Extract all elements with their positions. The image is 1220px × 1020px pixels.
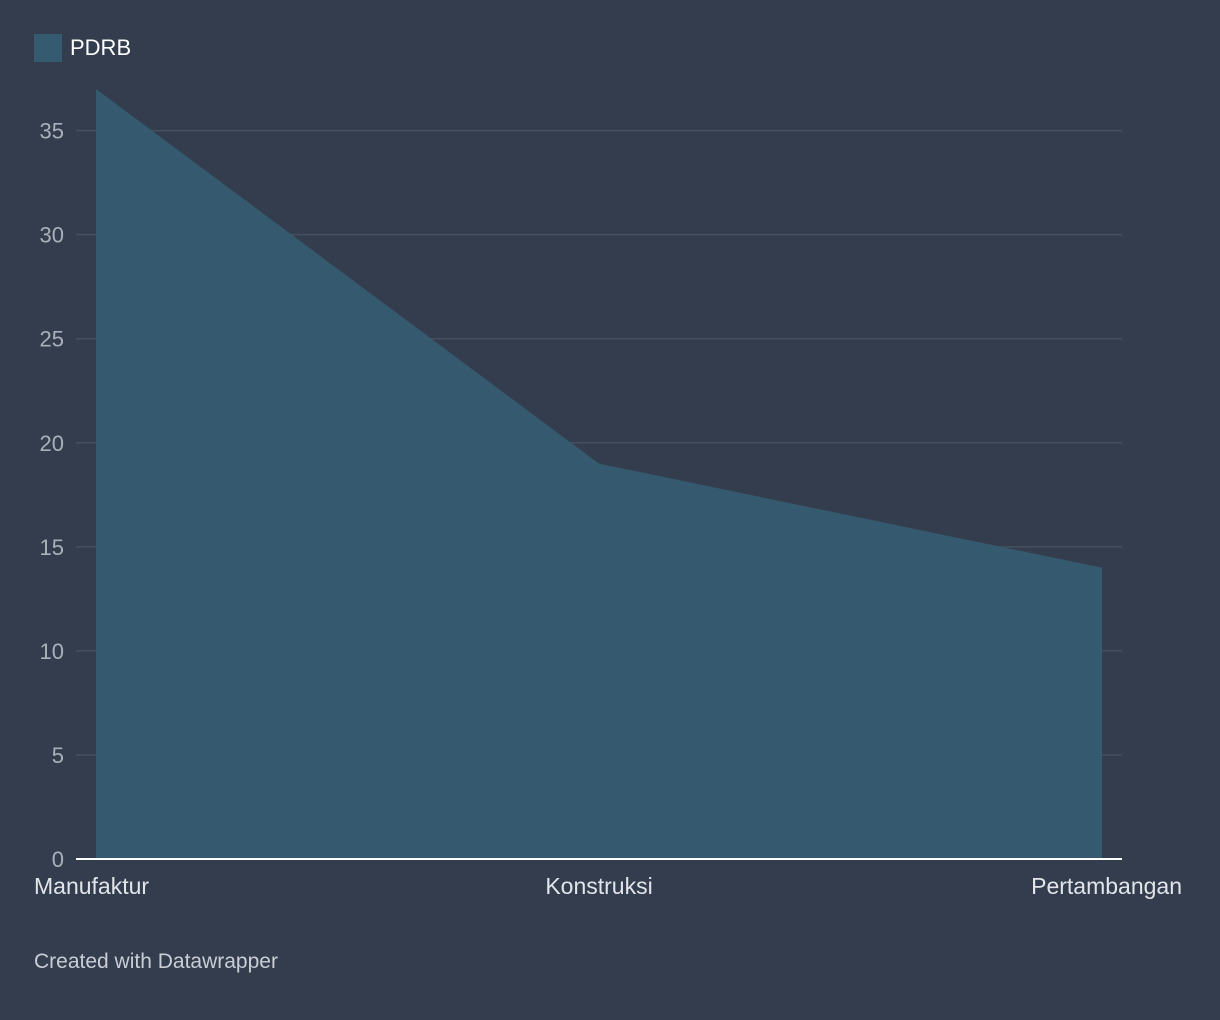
area-series [96,89,1102,859]
legend: PDRB [34,34,131,62]
footer-credit: Created with Datawrapper [34,950,278,973]
y-tick-label-15: 15 [40,535,64,560]
legend-swatch [34,34,62,62]
y-tick-label-30: 30 [40,223,64,248]
x-tick-labels: Manufaktur Konstruksi Pertambangan [34,873,1182,899]
y-tick-label-0: 0 [52,847,64,872]
x-tick-label-pertambangan: Pertambangan [1031,873,1182,899]
y-tick-label-20: 20 [40,431,64,456]
x-tick-label-manufaktur: Manufaktur [34,873,149,899]
y-tick-label-35: 35 [40,119,64,144]
y-tick-label-25: 25 [40,327,64,352]
legend-label-pdrb: PDRB [70,35,132,60]
y-tick-labels: 0 5 10 15 20 25 30 35 [40,119,64,872]
area-series-pdrb [96,89,1102,859]
y-tick-label-10: 10 [40,639,64,664]
x-tick-label-konstruksi: Konstruksi [545,873,652,899]
y-tick-label-5: 5 [52,743,64,768]
